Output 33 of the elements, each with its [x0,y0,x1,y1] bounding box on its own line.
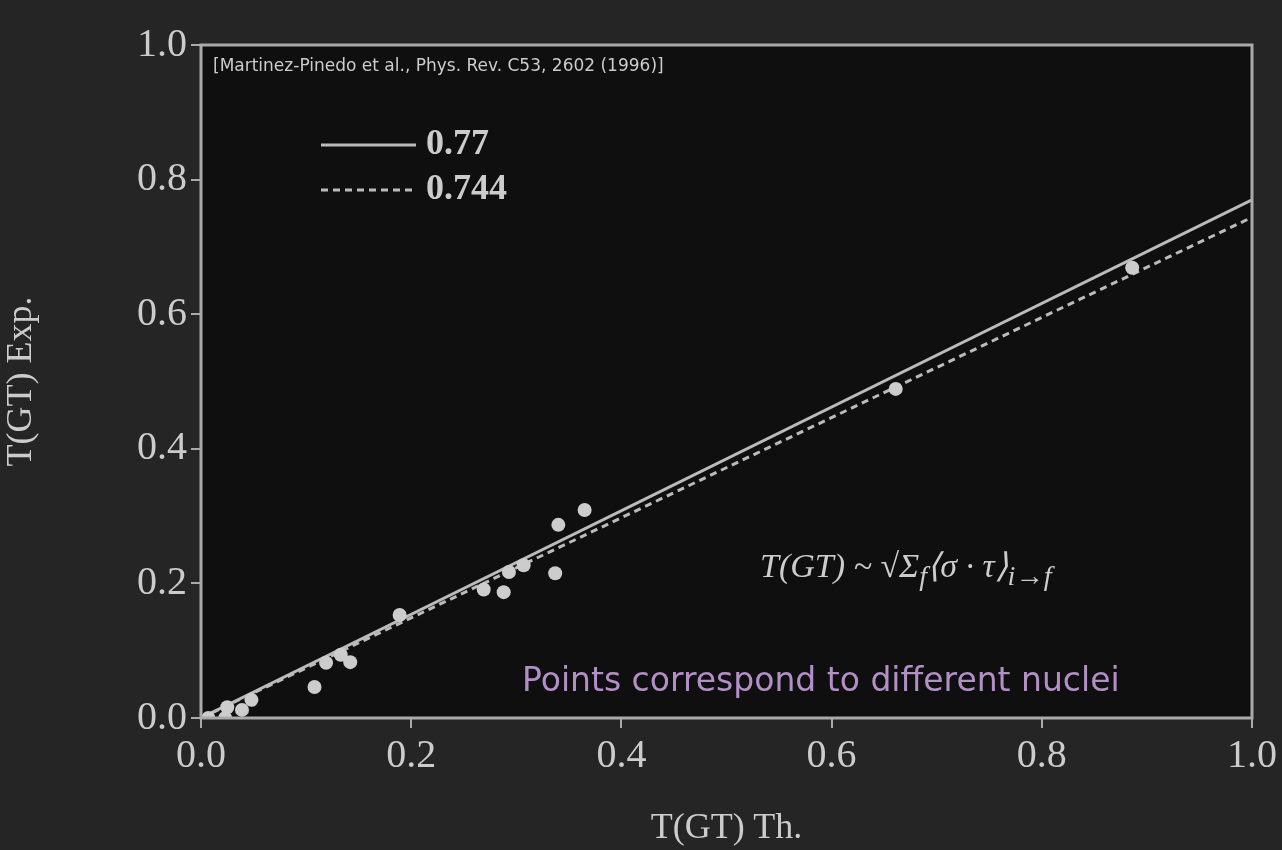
point [476,582,491,597]
annotation: Points correspond to different nuclei [522,660,1120,699]
x-tick-label: 0.6 [806,730,857,776]
x-tick-label: 0.2 [386,730,437,776]
point [888,381,903,396]
legend-label: 0.77 [426,122,489,163]
y-tick-label: 1.0 [137,19,187,65]
legend-label: 0.744 [426,167,507,208]
x-axis-title: T(GT) Th. [650,805,803,846]
x-tick-label: 0.8 [1016,730,1067,776]
x-tick-label: 0.4 [596,730,647,776]
point [1125,260,1140,275]
point [234,702,249,717]
x-tick-label: 1.0 [1227,730,1277,776]
point [220,700,235,715]
point [392,608,407,623]
point [501,564,516,579]
point [333,647,348,662]
point [516,558,531,573]
point [577,503,592,518]
point [343,655,358,670]
point [319,655,334,670]
point [551,517,566,532]
point [496,585,511,600]
annotation: [Martinez-Pinedo et al., Phys. Rev. C53, 2602 (1996)] [213,55,664,75]
y-axis-title: T(GT) Exp. [0,296,40,467]
point [244,692,259,707]
y-tick-label: 0.6 [137,288,187,334]
y-tick-label: 0.2 [137,557,187,603]
y-tick-label: 0.8 [137,154,187,200]
y-tick-label: 0.4 [137,423,187,469]
point [548,566,563,581]
point [307,680,322,695]
